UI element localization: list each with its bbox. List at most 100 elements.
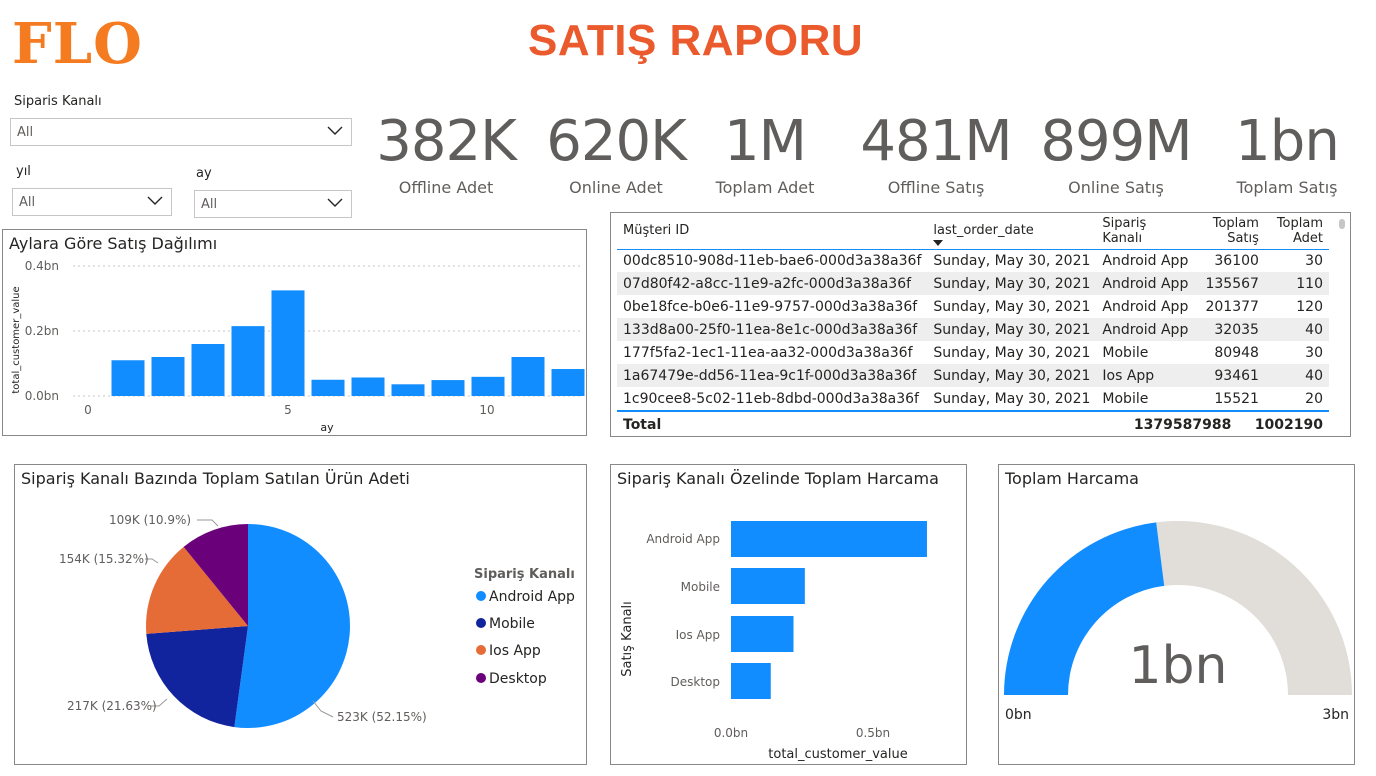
table-row[interactable]: 00dc8510-908d-11eb-bae6-000d3a38a36f Sund…	[617, 249, 1329, 272]
pie-data-label: 109K (10.9%)	[109, 513, 191, 527]
bar-month-4[interactable]	[231, 326, 265, 396]
gauge-min-label: 0bn	[1005, 707, 1032, 723]
channel-spend-chart-panel[interactable]: Sipariş Kanalı Özelinde Toplam Harcama S…	[610, 464, 967, 765]
gauge-fill	[1004, 522, 1165, 695]
bar-month-8[interactable]	[391, 384, 425, 396]
channel-slicer-dropdown[interactable]: All	[10, 118, 352, 146]
cell-last-order-date: Sunday, May 30, 2021	[927, 272, 1097, 295]
legend-marker	[476, 591, 486, 601]
month-slicer-value: All	[201, 197, 218, 212]
cell-total-qty: 40	[1264, 364, 1329, 387]
chevron-down-icon	[327, 126, 343, 135]
pie-slice-mobile[interactable]	[146, 626, 248, 728]
customer-table-panel[interactable]: Müşteri ID last_order_date Sipariş Kanal…	[610, 212, 1351, 437]
cell-customer-id: 177f5fa2-1ec1-11ea-aa32-000d3a38a36f	[623, 344, 913, 361]
kpi-value: 1bn	[1235, 109, 1340, 174]
cell-total-sales: 80948	[1214, 344, 1259, 361]
table-row[interactable]: 0be18fce-b0e6-11e9-9757-000d3a38a36f Sund…	[617, 295, 1329, 318]
gauge-value: 1bn	[1128, 636, 1227, 696]
leader-line	[312, 700, 334, 718]
chevron-down-icon	[147, 196, 163, 205]
cell-total-sales: 15521	[1214, 390, 1259, 407]
kpi-online-satis: 899M Online Satış	[1026, 109, 1206, 198]
cell-last-order-date: Sunday, May 30, 2021	[927, 364, 1097, 387]
bar-month-10[interactable]	[471, 376, 505, 396]
channel-spend-chart: Satış Kanalı Android App Mobile Ios App …	[620, 521, 927, 762]
bar-month-3[interactable]	[191, 344, 225, 396]
cell-customer-id: 00dc8510-908d-11eb-bae6-000d3a38a36f	[623, 252, 922, 269]
monthly-sales-chart: 0.4bn 0.2bn 0.0bn 0 5 10 ay total_custom…	[11, 259, 585, 434]
chevron-down-icon	[327, 198, 343, 207]
cell-customer-id: 0be18fce-b0e6-11e9-9757-000d3a38a36f	[623, 298, 918, 315]
y-axis-title: Satış Kanalı	[620, 601, 635, 677]
year-slicer-dropdown[interactable]: All	[12, 188, 172, 216]
cell-total-sales: 135567	[1194, 272, 1265, 295]
cell-total-sales: 32035	[1194, 318, 1265, 341]
legend-item-desktop[interactable]: Desktop	[489, 671, 547, 687]
table-row[interactable]: 1a67479e-dd56-11ea-9c1f-000d3a38a36f Sund…	[617, 364, 1329, 387]
total-sales-value: 1379587988	[1127, 410, 1238, 436]
cell-total-sales: 36100	[1214, 252, 1259, 269]
total-empty-cell	[889, 410, 1036, 436]
legend-title: Sipariş Kanalı	[474, 567, 575, 582]
column-header-channel[interactable]: Sipariş Kanalı	[1096, 213, 1195, 250]
column-header-last-order-date[interactable]: last_order_date	[927, 213, 1097, 250]
kpi-toplam-satis: 1bn Toplam Satış	[1216, 109, 1358, 198]
cell-channel: Ios App	[1096, 364, 1195, 387]
cell-total-sales: 93461	[1194, 364, 1265, 387]
cell-total-qty: 30	[1305, 252, 1323, 269]
monthly-sales-chart-panel[interactable]: Aylara Göre Satış Dağılımı 0.4bn 0.2bn 0…	[2, 229, 587, 436]
cell-channel: Mobile	[1102, 344, 1149, 361]
month-slicer-dropdown[interactable]: All	[194, 190, 352, 218]
bar-month-12[interactable]	[551, 369, 585, 396]
kpi-value: 899M	[1040, 109, 1192, 174]
legend-item-android-app[interactable]: Android App	[489, 589, 575, 605]
pie-chart-panel[interactable]: Sipariş Kanalı Bazında Toplam Satılan Ür…	[14, 464, 587, 765]
pie-slice-ios-app[interactable]	[146, 546, 248, 634]
kpi-value: 382K	[376, 109, 517, 174]
table-row[interactable]: 07d80f42-a8cc-11e9-a2fc-000d3a38a36f Sund…	[617, 272, 1329, 295]
table-row[interactable]: 133d8a00-25f0-11ea-8e1c-000d3a38a36f Sund…	[617, 318, 1329, 341]
channel-slicer-value: All	[17, 125, 34, 140]
bar-month-6[interactable]	[311, 379, 345, 396]
kpi-value: 620K	[546, 109, 687, 174]
category-label: Mobile	[681, 580, 720, 594]
kpi-label: Offline Satış	[887, 178, 985, 197]
cell-last-order-date: Sunday, May 30, 2021	[933, 390, 1091, 407]
bar-month-11[interactable]	[511, 357, 545, 396]
legend-item-mobile[interactable]: Mobile	[489, 616, 535, 632]
cell-last-order-date: Sunday, May 30, 2021	[933, 298, 1091, 315]
bar-month-7[interactable]	[351, 377, 385, 396]
pie-slice-android-app[interactable]	[234, 524, 350, 728]
hbar-bars	[731, 521, 927, 699]
table-row[interactable]: 1c90cee8-5c02-11eb-8dbd-000d3a38a36f Sund…	[617, 387, 1329, 410]
bar-desktop[interactable]	[731, 663, 771, 699]
column-header-total-sales[interactable]: Toplam Satış	[1194, 213, 1265, 250]
bar-android-app[interactable]	[731, 521, 927, 557]
gauge-panel[interactable]: Toplam Harcama 1bn 0bn 3bn	[998, 464, 1355, 765]
cell-customer-id: 133d8a00-25f0-11ea-8e1c-000d3a38a36f	[617, 318, 928, 341]
kpi-label: Online Adet	[569, 178, 663, 197]
sort-descending-icon	[933, 240, 944, 246]
kpi-label: Online Satış	[1068, 178, 1164, 197]
cell-total-sales: 201377	[1205, 298, 1259, 315]
bar-month-9[interactable]	[431, 380, 465, 396]
column-header-customer-id[interactable]: Müşteri ID	[617, 213, 928, 250]
table-scrollbar-thumb[interactable]	[1339, 219, 1345, 229]
bar-month-1[interactable]	[111, 360, 145, 396]
kpi-offline-adet: 382K Offline Adet	[366, 109, 526, 198]
category-label: Ios App	[676, 628, 720, 642]
legend-item-ios-app[interactable]: Ios App	[489, 643, 541, 659]
cell-channel: Android App	[1096, 318, 1195, 341]
x-axis-title: ay	[320, 421, 334, 434]
pie-slice-desktop[interactable]	[183, 524, 248, 626]
column-header-total-qty[interactable]: Toplam Adet	[1264, 213, 1329, 250]
bar-mobile[interactable]	[731, 568, 805, 604]
x-tick-label: 0.5bn	[856, 726, 890, 740]
category-label: Android App	[646, 532, 720, 546]
kpi-online-adet: 620K Online Adet	[536, 109, 696, 198]
table-row[interactable]: 177f5fa2-1ec1-11ea-aa32-000d3a38a36f Sund…	[617, 341, 1329, 364]
bar-ios-app[interactable]	[731, 616, 794, 652]
bar-month-2[interactable]	[151, 357, 185, 396]
bar-month-5[interactable]	[271, 290, 305, 396]
